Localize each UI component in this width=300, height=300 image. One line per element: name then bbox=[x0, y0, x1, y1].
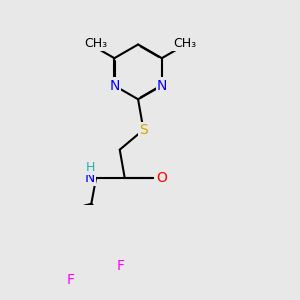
Text: F: F bbox=[67, 273, 75, 287]
Text: N: N bbox=[85, 171, 95, 185]
Text: N: N bbox=[157, 79, 167, 93]
Text: S: S bbox=[139, 123, 148, 137]
Text: O: O bbox=[156, 171, 167, 185]
Text: F: F bbox=[116, 260, 124, 274]
Text: CH₃: CH₃ bbox=[173, 37, 196, 50]
Text: CH₃: CH₃ bbox=[84, 37, 107, 50]
Text: H: H bbox=[85, 160, 95, 174]
Text: N: N bbox=[109, 79, 119, 93]
